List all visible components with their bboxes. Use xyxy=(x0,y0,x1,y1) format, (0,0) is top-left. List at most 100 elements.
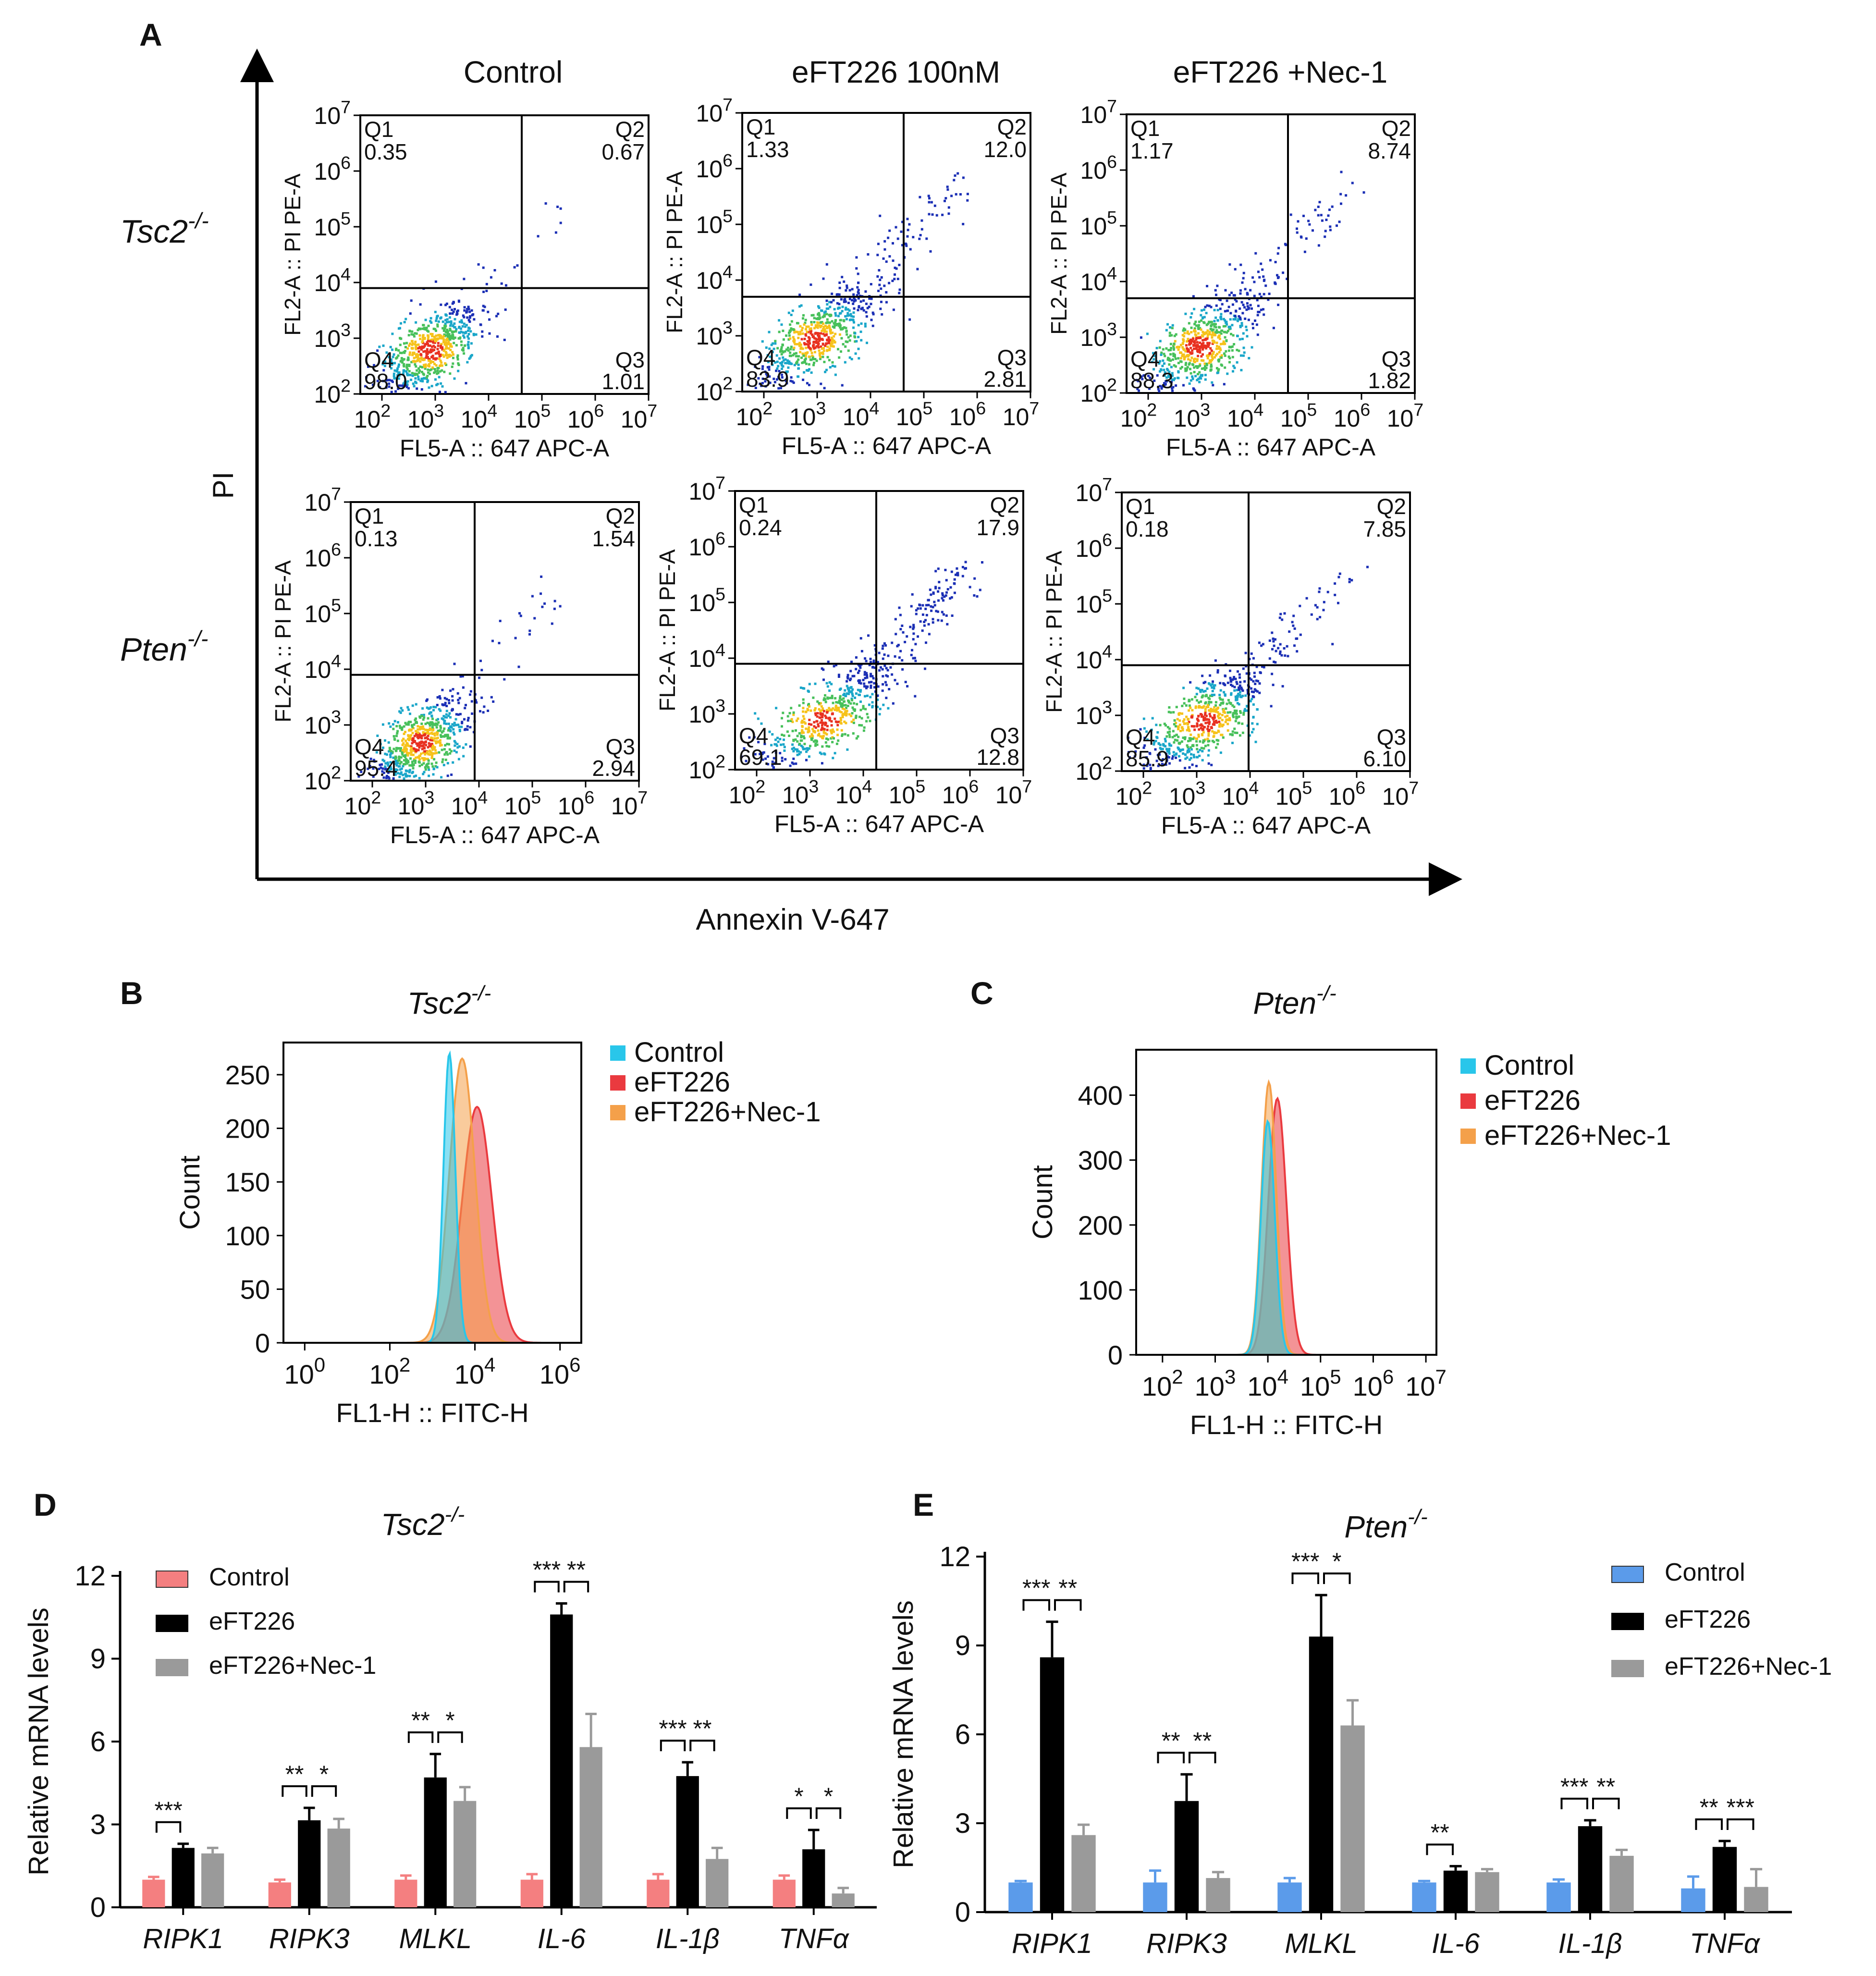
flow-dot xyxy=(417,367,420,370)
flow-dot xyxy=(1263,313,1265,316)
flow-dot xyxy=(421,341,424,344)
flow-dot xyxy=(405,761,408,763)
flow-dot xyxy=(434,737,436,740)
flow-dot xyxy=(453,377,456,380)
flow-dot xyxy=(420,378,423,380)
flow-x-tick-label: 107 xyxy=(1003,398,1039,431)
flow-dot xyxy=(894,267,896,269)
flow-dot xyxy=(1173,343,1176,345)
flow-x-tick-label: 103 xyxy=(407,401,444,433)
flow-dot xyxy=(818,708,821,711)
flow-dot xyxy=(429,706,432,709)
flow-dot xyxy=(888,688,891,690)
flow-x-tick-label-sup: 7 xyxy=(1029,398,1039,418)
flow-dot xyxy=(1318,201,1321,204)
flow-dot xyxy=(1182,329,1185,332)
flow-dot xyxy=(1147,374,1150,377)
flow-dot xyxy=(1215,329,1218,332)
flow-dot xyxy=(404,754,407,757)
flow-dot xyxy=(1248,357,1251,359)
flow-dot xyxy=(1214,354,1217,357)
flow-dot xyxy=(772,378,775,380)
flow-dot xyxy=(796,343,799,345)
hist-x-tick-label: 102 xyxy=(369,1353,411,1389)
flow-dot xyxy=(841,276,844,279)
flow-dot xyxy=(774,751,777,754)
flow-dot xyxy=(802,707,805,710)
flow-dot xyxy=(402,369,405,372)
flow-dot xyxy=(425,354,428,357)
flow-dot xyxy=(1210,368,1213,371)
flow-dot xyxy=(782,365,785,368)
flow-dot xyxy=(405,342,408,344)
panel-c-letter: C xyxy=(970,975,993,1011)
flow-dot xyxy=(413,749,416,752)
flow-dot xyxy=(1184,753,1187,756)
bar-category-label: RIPK1 xyxy=(143,1923,223,1954)
flow-dot xyxy=(1170,347,1173,350)
flow-dot xyxy=(1163,368,1165,371)
flow-dot xyxy=(406,347,409,350)
quadrant-q1-value: 0.24 xyxy=(739,515,782,540)
flow-dot xyxy=(410,379,413,381)
flow-dot xyxy=(1192,358,1195,361)
flow-dot xyxy=(1166,726,1169,729)
flow-dot xyxy=(433,746,436,749)
flow-dot xyxy=(1211,354,1214,356)
flow-dot xyxy=(1194,347,1197,350)
flow-dot xyxy=(1244,651,1247,654)
flow-dot xyxy=(1199,327,1202,330)
flow-dot xyxy=(1348,578,1351,580)
flow-dot xyxy=(441,731,443,734)
bar-category-label: IL-1β xyxy=(656,1923,720,1954)
flow-dot xyxy=(909,248,912,251)
flow-dot xyxy=(420,740,423,743)
flow-dot xyxy=(895,267,898,270)
flow-dot xyxy=(1229,678,1232,681)
flow-dot xyxy=(1189,368,1191,370)
flow-dot xyxy=(479,323,482,326)
flow-dot xyxy=(1172,347,1175,350)
flow-dot xyxy=(1334,593,1336,596)
flow-dot xyxy=(1205,344,1208,347)
flow-dot xyxy=(528,633,531,636)
flow-x-tick-label: 105 xyxy=(896,398,932,431)
flow-dot xyxy=(1205,347,1208,350)
flow-dot xyxy=(833,665,835,668)
flow-dot xyxy=(812,740,815,743)
flow-dot xyxy=(392,356,394,358)
flow-dot xyxy=(417,731,419,734)
flow-dot xyxy=(819,357,822,360)
flow-y-tick-label: 106 xyxy=(689,528,725,561)
flow-dot xyxy=(1244,318,1247,320)
flow-dot xyxy=(414,373,417,376)
flow-dot xyxy=(445,735,448,737)
hist-series-control xyxy=(283,1050,581,1344)
flow-dot xyxy=(388,747,391,749)
flow-dot xyxy=(1206,322,1209,325)
flow-dot xyxy=(428,768,430,771)
flow-dot xyxy=(818,332,821,335)
flow-dot xyxy=(1236,682,1238,685)
flow-x-tick-label-sup: 2 xyxy=(1142,778,1152,798)
flow-dot xyxy=(432,729,435,732)
flow-dot xyxy=(386,761,389,764)
flow-dot xyxy=(877,685,880,688)
flow-dot xyxy=(1171,358,1174,361)
flow-dot xyxy=(823,728,826,731)
flow-dot xyxy=(1187,358,1190,361)
flow-dot xyxy=(1334,582,1336,585)
flow-dot xyxy=(869,696,872,699)
flow-dot xyxy=(469,315,472,318)
flow-dot xyxy=(794,738,797,741)
flow-dot xyxy=(826,356,829,358)
flow-dot xyxy=(1198,728,1201,731)
flow-dot xyxy=(1175,734,1178,736)
quadrant-q3-value: 1.82 xyxy=(1368,368,1411,393)
flow-dot xyxy=(446,330,449,333)
flow-dot xyxy=(1188,362,1191,365)
flow-y-axis-label: FL2-A :: PI PE-A xyxy=(1046,172,1071,335)
flow-dot xyxy=(789,348,792,351)
flow-dot xyxy=(1258,276,1261,279)
flow-dot xyxy=(1164,372,1166,375)
